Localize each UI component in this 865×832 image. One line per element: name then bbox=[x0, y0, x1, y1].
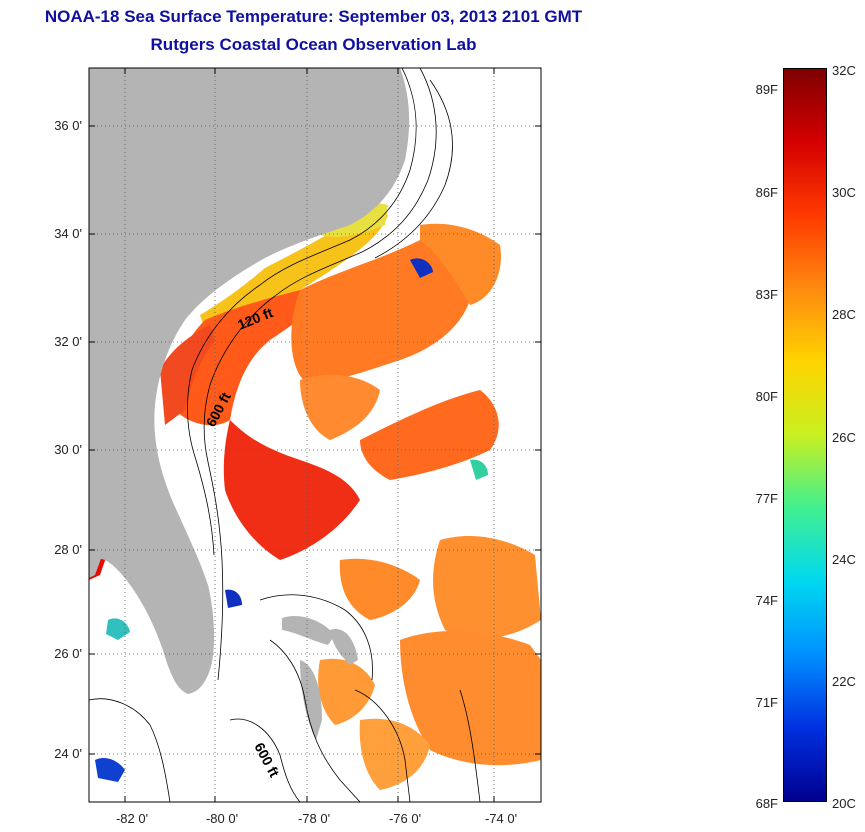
lat-label: 34 0' bbox=[54, 226, 82, 241]
colorbar-label-c: 26C bbox=[832, 430, 856, 445]
colorbar-label-f: 68F bbox=[755, 796, 778, 811]
map-ticks bbox=[89, 68, 541, 802]
map-frame bbox=[88, 67, 542, 803]
temperature-colorbar bbox=[783, 68, 827, 802]
graticule bbox=[89, 68, 541, 802]
colorbar-label-f: 74F bbox=[755, 593, 778, 608]
lat-label: 30 0' bbox=[54, 442, 82, 457]
lat-label: 28 0' bbox=[54, 542, 82, 557]
lat-label: 32 0' bbox=[54, 334, 82, 349]
sst-data-layer bbox=[89, 203, 541, 790]
colorbar-label-f: 80F bbox=[755, 389, 778, 404]
colorbar-label-f: 71F bbox=[755, 695, 778, 710]
lon-label: -74 0' bbox=[485, 811, 517, 826]
colorbar-label-c: 28C bbox=[832, 307, 856, 322]
colorbar-label-f: 89F bbox=[755, 82, 778, 97]
lon-label: -82 0' bbox=[116, 811, 148, 826]
lat-label: 26 0' bbox=[54, 646, 82, 661]
lon-label: -76 0' bbox=[389, 811, 421, 826]
map-title: NOAA-18 Sea Surface Temperature: Septemb… bbox=[44, 7, 583, 26]
colorbar-label-f: 86F bbox=[755, 185, 778, 200]
colorbar-label-c: 22C bbox=[832, 674, 856, 689]
colorbar-label-c: 30C bbox=[832, 185, 856, 200]
colorbar-label-c: 32C bbox=[832, 63, 856, 78]
lon-label: -78 0' bbox=[298, 811, 330, 826]
colorbar-label-c: 20C bbox=[832, 796, 856, 811]
bathymetry-contours bbox=[89, 68, 481, 802]
colorbar-label-f: 83F bbox=[755, 287, 778, 302]
map-subtitle: Rutgers Coastal Ocean Observation Lab bbox=[150, 35, 477, 54]
lat-label: 36 0' bbox=[54, 118, 82, 133]
colorbar-label-c: 24C bbox=[832, 552, 856, 567]
lat-label: 24 0' bbox=[54, 746, 82, 761]
lon-label: -80 0' bbox=[206, 811, 238, 826]
colorbar-label-f: 77F bbox=[755, 491, 778, 506]
land-layer bbox=[89, 68, 410, 740]
